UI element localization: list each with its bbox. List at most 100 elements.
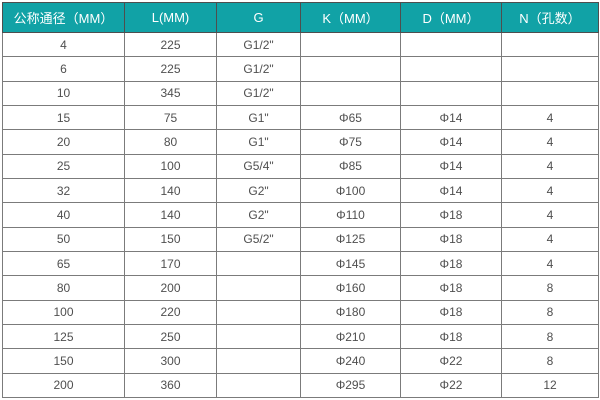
table-cell: Φ18: [400, 275, 502, 301]
table-row: 40 140 G2" Φ110 Φ18 4: [2, 202, 599, 228]
table-row: 100 220 Φ180 Φ18 8: [2, 299, 599, 325]
table-cell: 4: [501, 202, 599, 228]
table-cell: 15: [2, 104, 125, 131]
table-cell: Φ145: [300, 250, 401, 277]
table-cell: 8: [501, 275, 599, 301]
table-cell: [300, 31, 401, 58]
table-cell: 300: [124, 348, 217, 374]
table-cell: Φ65: [300, 104, 401, 131]
table-cell: [216, 372, 301, 399]
table-cell: 6: [2, 56, 125, 82]
column-header-l: L(MM): [124, 2, 217, 33]
table-cell: Φ22: [400, 348, 502, 374]
table-cell: Φ85: [300, 153, 401, 179]
table-cell: 125: [2, 323, 125, 350]
table-cell: [400, 31, 502, 58]
table-cell: Φ125: [300, 226, 401, 252]
table-cell: 220: [124, 299, 217, 325]
table-cell: Φ295: [300, 372, 401, 399]
table-cell: [300, 56, 401, 82]
table-row: 80 200 Φ160 Φ18 8: [2, 275, 599, 301]
table-cell: 75: [124, 104, 217, 131]
table-cell: 8: [501, 348, 599, 374]
table-cell: 100: [2, 299, 125, 325]
table-cell: 345: [124, 80, 217, 106]
table-cell: 20: [2, 129, 125, 155]
table-cell: Φ240: [300, 348, 401, 374]
table-cell: Φ110: [300, 202, 401, 228]
table-cell: 250: [124, 323, 217, 350]
table-cell: 80: [2, 275, 125, 301]
column-header-n: N（孔数）: [501, 2, 599, 33]
table-row: 20 80 G1" Φ75 Φ14 4: [2, 129, 599, 155]
table-cell: Φ14: [400, 153, 502, 179]
table-row: 15 75 G1" Φ65 Φ14 4: [2, 104, 599, 131]
table-cell: Φ14: [400, 177, 502, 204]
table-cell: 170: [124, 250, 217, 277]
table-cell: [501, 56, 599, 82]
table-cell: 12: [501, 372, 599, 399]
header-row: 公称通径（MM） L(MM) G K（MM） D（MM） N（孔数）: [2, 2, 599, 33]
table-cell: Φ210: [300, 323, 401, 350]
table-cell: G5/2": [216, 226, 301, 252]
table-cell: G2": [216, 177, 301, 204]
table-cell: 140: [124, 202, 217, 228]
table-cell: 4: [501, 226, 599, 252]
table-cell: 8: [501, 299, 599, 325]
table-cell: [501, 80, 599, 106]
table-row: 125 250 Φ210 Φ18 8: [2, 323, 599, 350]
table-cell: Φ18: [400, 226, 502, 252]
table-cell: Φ160: [300, 275, 401, 301]
table-cell: [216, 323, 301, 350]
table-cell: 225: [124, 56, 217, 82]
table-cell: 65: [2, 250, 125, 277]
table-cell: [216, 299, 301, 325]
table-cell: G1/2": [216, 80, 301, 106]
table-cell: [216, 348, 301, 374]
table-cell: 25: [2, 153, 125, 179]
table-cell: G1": [216, 129, 301, 155]
table-cell: Φ18: [400, 202, 502, 228]
table-cell: 4: [501, 250, 599, 277]
table-cell: 40: [2, 202, 125, 228]
table-cell: 50: [2, 226, 125, 252]
table-cell: Φ75: [300, 129, 401, 155]
table-cell: Φ18: [400, 323, 502, 350]
table-row: 150 300 Φ240 Φ22 8: [2, 348, 599, 374]
table-cell: [400, 80, 502, 106]
table-cell: 150: [124, 226, 217, 252]
table-body: 4 225 G1/2" 6 225 G1/2" 10 345 G1/2": [2, 31, 599, 399]
table-cell: [216, 250, 301, 277]
table-cell: G1": [216, 104, 301, 131]
table-cell: Φ14: [400, 129, 502, 155]
table-cell: 8: [501, 323, 599, 350]
table-cell: 4: [501, 177, 599, 204]
table-row: 4 225 G1/2": [2, 31, 599, 58]
table-cell: [300, 80, 401, 106]
table-cell: Φ180: [300, 299, 401, 325]
table-cell: G5/4": [216, 153, 301, 179]
table-row: 32 140 G2" Φ100 Φ14 4: [2, 177, 599, 204]
column-header-nominal-diameter: 公称通径（MM）: [2, 2, 125, 33]
table-cell: [400, 56, 502, 82]
table-row: 25 100 G5/4" Φ85 Φ14 4: [2, 153, 599, 179]
table-cell: Φ14: [400, 104, 502, 131]
table-cell: 4: [501, 129, 599, 155]
table-row: 200 360 Φ295 Φ22 12: [2, 372, 599, 399]
table-cell: 4: [501, 104, 599, 131]
table-cell: [216, 275, 301, 301]
table-cell: G2": [216, 202, 301, 228]
table-cell: G1/2": [216, 56, 301, 82]
table-row: 65 170 Φ145 Φ18 4: [2, 250, 599, 277]
table-cell: G1/2": [216, 31, 301, 58]
table-cell: 360: [124, 372, 217, 399]
table-header: 公称通径（MM） L(MM) G K（MM） D（MM） N（孔数）: [2, 2, 599, 33]
table-cell: Φ18: [400, 250, 502, 277]
table-cell: 200: [2, 372, 125, 399]
table-cell: [501, 31, 599, 58]
column-header-g: G: [216, 2, 301, 33]
table-cell: 100: [124, 153, 217, 179]
table-cell: 10: [2, 80, 125, 106]
